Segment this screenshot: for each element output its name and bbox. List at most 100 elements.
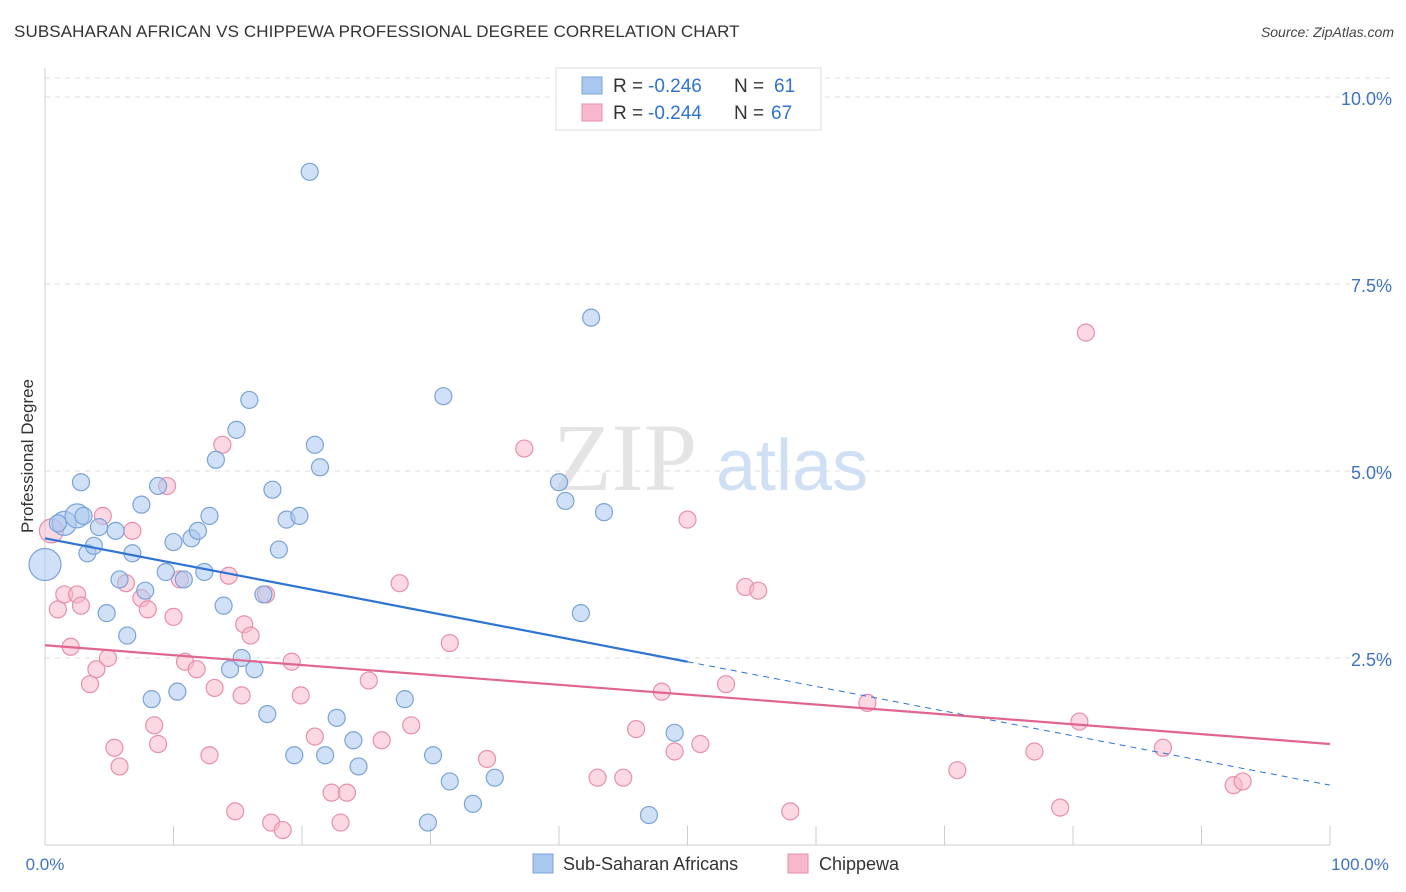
legend-bottom: Sub-Saharan Africans Chippewa [532,853,900,874]
blue-point [582,308,601,327]
legend-bottom-swatch-pink [787,853,809,874]
pink-point [359,671,378,690]
pink-point [226,802,245,821]
legend-r-label: R = [613,103,643,124]
blue-point [97,604,116,623]
pink-point [138,600,157,619]
blue-point [142,690,161,709]
y-axis-title: Professional Degree [18,379,37,533]
blue-point [214,596,233,615]
pink-point [105,738,124,757]
blue-point [594,503,614,522]
x-tick-label-min: 0.0% [26,855,65,874]
blue-point [395,690,414,709]
pink-point [749,581,768,600]
pink-point [515,439,534,458]
pink-point [87,660,106,679]
pink-point [291,686,310,705]
blue-point [188,521,208,540]
gridlines [45,77,1392,659]
pink-point [273,820,292,840]
pink-point [110,757,129,776]
pink-point [1233,772,1252,791]
pink-point [200,746,219,765]
pink-point [148,734,168,754]
legend-swatch-blue [581,76,603,95]
trend-lines [44,537,1331,786]
blue-point [327,708,346,727]
pink-point [948,761,967,780]
data-points [28,162,1252,840]
legend-r-value: -0.246 [648,76,702,97]
pink-point [213,435,232,454]
pink-point [164,607,183,626]
pink-point [80,675,100,694]
blue-point [245,660,264,679]
pink-point [337,783,357,802]
pink-point [390,574,409,593]
legend-n-value: 61 [774,76,795,97]
blue-point [305,435,324,454]
blue-point [269,540,288,559]
x-tick-label-max: 100.0% [1331,855,1389,874]
blue-point [285,746,304,765]
blue-point [148,476,168,496]
blue-point [418,813,438,832]
blue-point [344,731,363,750]
x-axis-ticks [44,826,1331,845]
blue-point [200,506,219,525]
legend-swatch-pink [581,103,603,122]
legend-r-value: -0.244 [648,103,702,124]
blue-point [174,570,193,589]
blue-point [48,514,67,533]
blue-point [310,458,330,477]
pink-point [691,734,710,754]
pink-point [48,600,67,619]
legend-bottom-swatch-blue [532,853,554,874]
blue-point [254,585,273,604]
pink-point [716,675,736,694]
pink-point [205,678,224,698]
pink-point [71,596,91,615]
legend-bottom-label-blue: Sub-Saharan Africans [563,854,738,874]
pink-point [1070,712,1089,731]
pink-point [1051,798,1070,817]
blue-point [164,532,183,552]
pink-point [588,768,607,787]
legend-r-label: R = [613,76,643,97]
pink-point [477,749,497,769]
trend-line-blue [44,537,688,663]
blue-point [227,420,246,439]
blue-point [349,757,368,776]
blue-point [74,506,93,525]
pink-point [322,783,341,802]
legend-n-label: N = [734,103,764,124]
pink-point [1153,738,1173,757]
y-tick-label: 2.5% [1351,650,1392,670]
legend-n-value: 67 [771,103,792,124]
blue-point [290,506,309,525]
trend-line-pink [44,644,1331,746]
pink-point [123,521,142,540]
pink-point [781,802,800,821]
blue-point [71,473,91,492]
pink-point [614,768,633,787]
chart-title: SUBSAHARAN AFRICAN VS CHIPPEWA PROFESSIO… [14,22,740,41]
pink-point [145,716,164,735]
blue-point [639,805,659,825]
blue-point [440,772,459,791]
blue-point [206,450,226,469]
blue-point [195,562,214,582]
pink-point [282,652,301,671]
blue-point [168,682,187,701]
legend-bottom-label-pink: Chippewa [819,854,900,874]
blue-point [220,660,240,679]
legend-n-label: N = [734,76,764,97]
pink-point [98,648,118,668]
legend-top: R = -0.246 N = 61 R = -0.244 N = 67 [555,67,822,131]
y-tick-label: 7.5% [1351,276,1392,296]
blue-point [485,768,504,787]
blue-point [136,581,155,600]
pink-point [305,727,324,746]
trend-line-blue-extension [687,661,1331,786]
